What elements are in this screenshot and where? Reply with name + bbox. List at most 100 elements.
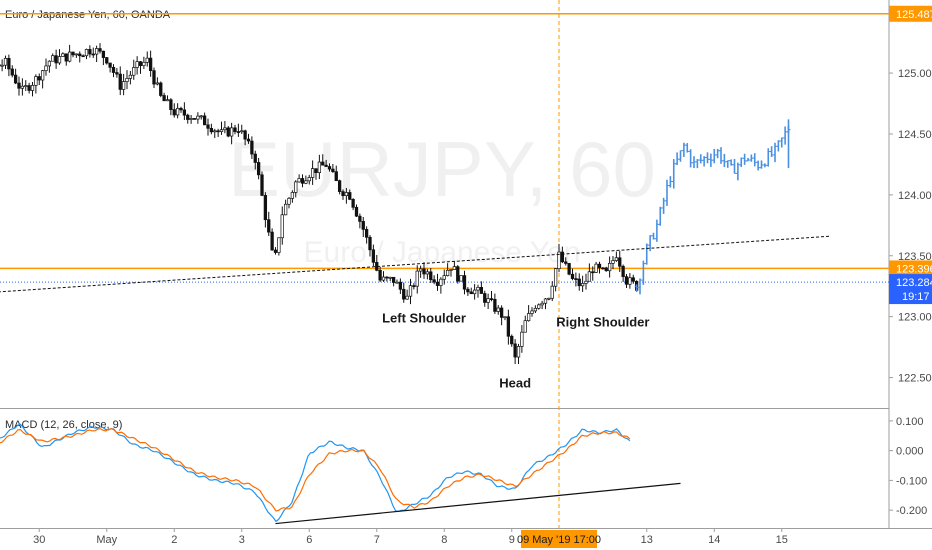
hline-badge-1 xyxy=(889,260,932,277)
candle-body-136 xyxy=(395,281,399,284)
candle-body-37 xyxy=(61,53,65,57)
candle-body-32 xyxy=(44,65,48,72)
candle-body-64 xyxy=(152,70,156,85)
chart-title: Euro / Japanese Yen, 60, OANDA xyxy=(5,9,171,21)
candle-body-33 xyxy=(47,60,52,67)
candle-body-111 xyxy=(310,168,315,178)
candle-body-129 xyxy=(371,249,376,263)
macd-tick-label-0: 0.100 xyxy=(896,416,924,428)
candle-body-28 xyxy=(30,84,35,91)
candle-body-145 xyxy=(425,271,430,275)
candle-body-182 xyxy=(550,285,554,299)
candle-body-149 xyxy=(439,278,443,286)
candle-body-116 xyxy=(327,166,332,170)
crosshair-time-label: 09 May '19 17:00 xyxy=(517,534,601,546)
candle-body-22 xyxy=(10,68,14,76)
candle-body-79 xyxy=(202,115,207,126)
candle-body-156 xyxy=(462,275,467,290)
time-tick-label-3: 2 xyxy=(171,534,177,546)
candle-body-193 xyxy=(587,271,592,282)
candle-body-198 xyxy=(604,267,608,272)
candle-body-150 xyxy=(442,275,446,280)
candle-body-60 xyxy=(138,61,143,66)
candle-body-206 xyxy=(631,277,635,282)
candle-body-142 xyxy=(415,270,419,287)
candle-body-30 xyxy=(37,76,41,81)
candle-body-189 xyxy=(574,278,578,280)
macd-series-signal xyxy=(0,427,631,512)
candle-body-127 xyxy=(364,229,369,238)
candle-body-19 xyxy=(0,64,4,67)
candle-body-110 xyxy=(307,177,311,182)
candle-body-126 xyxy=(361,221,365,230)
candle-body-151 xyxy=(445,269,450,277)
candle-body-63 xyxy=(148,57,153,71)
candle-body-84 xyxy=(219,129,224,132)
price-tick-label-0: 125.000 xyxy=(898,68,932,80)
candle-body-99 xyxy=(270,231,274,251)
candle-body-44 xyxy=(84,49,89,57)
hline-badge-0 xyxy=(889,5,932,22)
candle-body-102 xyxy=(280,214,284,239)
candle-body-159 xyxy=(472,289,477,295)
macd-tick-label-3: -0.200 xyxy=(896,505,927,517)
candle-body-115 xyxy=(324,164,328,167)
candle-body-81 xyxy=(209,127,214,133)
candle-body-205 xyxy=(628,277,632,285)
candle-body-55 xyxy=(121,81,126,90)
candle-body-41 xyxy=(74,53,79,56)
candle-body-74 xyxy=(186,114,190,120)
price-tick-label-4: 123.000 xyxy=(898,312,932,324)
price-tick-label-1: 124.500 xyxy=(898,129,932,141)
candle-body-25 xyxy=(20,85,25,89)
candle-body-98 xyxy=(267,219,271,233)
candle-body-140 xyxy=(408,285,413,297)
candle-body-73 xyxy=(182,109,187,116)
candle-body-121 xyxy=(344,192,349,197)
candle-body-85 xyxy=(223,127,227,131)
neckline-line xyxy=(0,235,830,293)
countdown-label: 19:17 xyxy=(902,291,930,303)
candle-body-183 xyxy=(553,268,558,287)
candle-body-190 xyxy=(577,278,581,287)
candle-body-195 xyxy=(594,263,598,273)
candle-body-92 xyxy=(246,138,251,142)
candle-body-72 xyxy=(179,107,183,111)
candle-body-168 xyxy=(503,316,507,319)
candle-body-137 xyxy=(398,281,403,290)
candle-body-50 xyxy=(105,57,109,64)
candle-body-87 xyxy=(229,127,234,137)
candle-body-112 xyxy=(314,168,318,173)
candle-body-113 xyxy=(317,161,322,173)
candle-body-134 xyxy=(388,276,392,279)
candle-body-75 xyxy=(189,118,193,120)
candle-body-52 xyxy=(111,66,116,73)
candle-body-67 xyxy=(162,95,166,102)
price-axis: 125.000 124.500 124.000 123.500 123.000 122.5… xyxy=(889,68,932,385)
candle-body-152 xyxy=(449,269,453,271)
candle-body-35 xyxy=(54,55,58,64)
candlesticks xyxy=(0,43,639,364)
candle-body-201 xyxy=(614,257,619,261)
candle-body-70 xyxy=(172,109,176,116)
candle-body-97 xyxy=(263,195,268,221)
candle-body-186 xyxy=(564,261,568,264)
candle-body-82 xyxy=(213,130,217,133)
candle-body-31 xyxy=(40,70,45,81)
candle-body-147 xyxy=(432,279,436,283)
candle-body-197 xyxy=(601,267,605,270)
candle-body-103 xyxy=(283,203,288,216)
macd-axis: 0.100 0.000 -0.100 -0.200 xyxy=(889,416,927,517)
watermark-name: Euro / Japanese Yen xyxy=(304,236,581,269)
annotation-right-shoulder: Right Shoulder xyxy=(556,314,649,329)
macd-series-macd xyxy=(0,423,631,523)
price-tick-label-2: 124.000 xyxy=(898,190,932,202)
candle-body-57 xyxy=(128,74,133,79)
candle-body-184 xyxy=(557,251,561,269)
hline-badge-label-0: 125.487 xyxy=(896,9,932,21)
candle-body-93 xyxy=(250,140,254,155)
candle-body-91 xyxy=(243,130,247,140)
candle-body-43 xyxy=(81,55,85,58)
